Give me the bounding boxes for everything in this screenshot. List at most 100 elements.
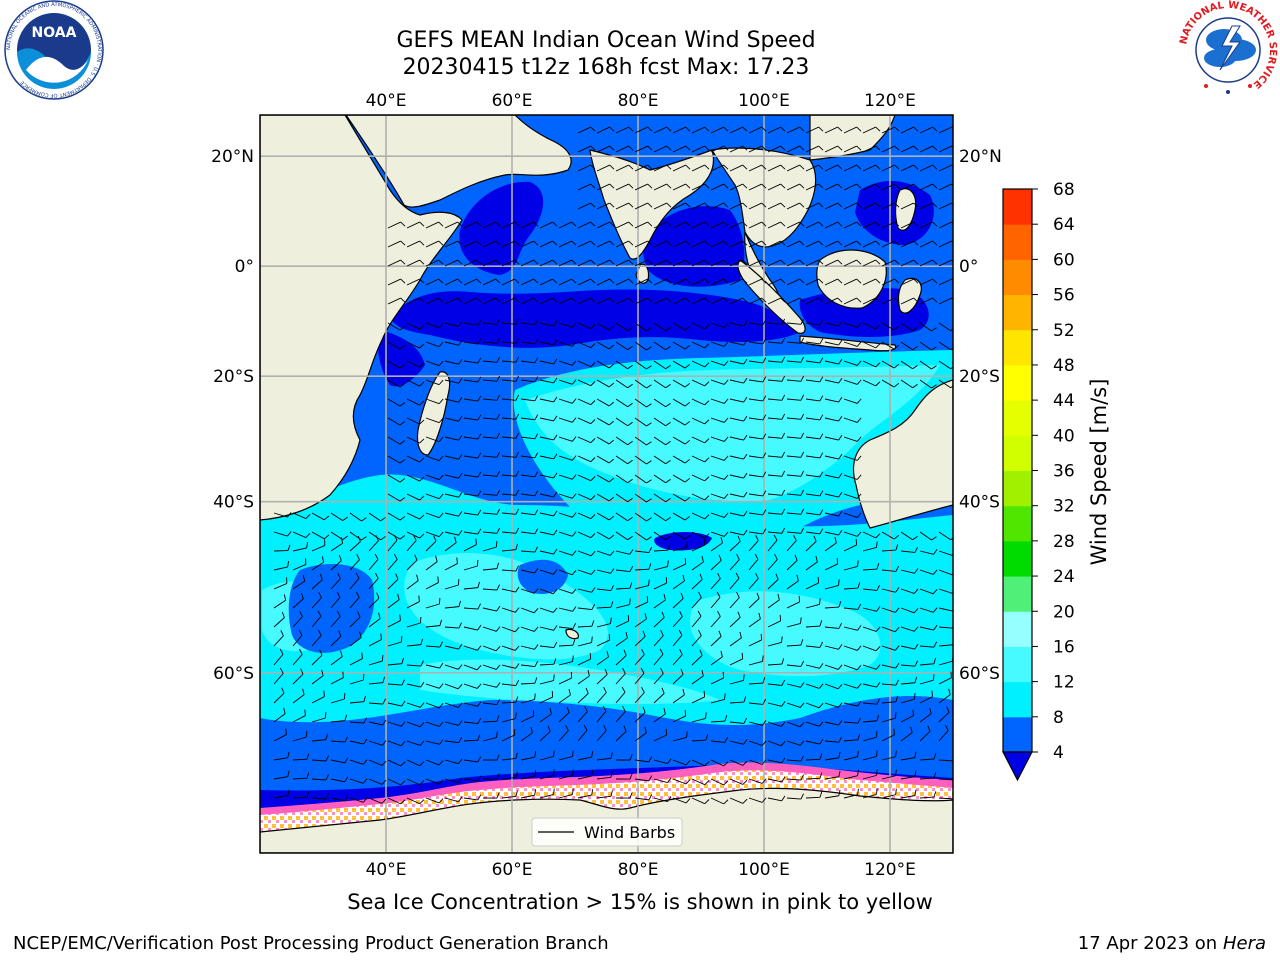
wind-barb bbox=[805, 126, 824, 134]
wind-barb bbox=[406, 221, 425, 229]
noaa-logo-text: NOAA bbox=[32, 25, 77, 41]
wind-barb bbox=[824, 183, 843, 191]
lon-tick-top-1: 60°E bbox=[492, 91, 533, 111]
wind-barb bbox=[672, 455, 691, 464]
wind-barb bbox=[615, 455, 633, 465]
wind-barb bbox=[406, 616, 422, 628]
wind-barb bbox=[463, 319, 482, 326]
wind-barb bbox=[786, 755, 804, 762]
wind-barb bbox=[501, 752, 518, 761]
wind-barb bbox=[691, 734, 709, 742]
wind-barb bbox=[292, 709, 306, 723]
wind-barb bbox=[672, 648, 683, 666]
wind-barb bbox=[577, 512, 596, 520]
wind-barb bbox=[406, 341, 425, 349]
wind-barb bbox=[501, 259, 520, 267]
wind-barb bbox=[672, 797, 691, 804]
wind-barb bbox=[862, 584, 881, 591]
wind-barb bbox=[558, 436, 577, 442]
wind-barb bbox=[710, 554, 722, 571]
wind-barb bbox=[596, 705, 607, 723]
wind-barb bbox=[330, 512, 348, 522]
wind-barb bbox=[501, 645, 520, 651]
wind-barb bbox=[748, 376, 767, 383]
wind-barb bbox=[596, 126, 615, 134]
wind-barb bbox=[482, 278, 501, 286]
wind-barb bbox=[406, 512, 425, 520]
wind-barb bbox=[938, 531, 953, 541]
wind-barb bbox=[539, 750, 555, 761]
wind-barb bbox=[824, 529, 843, 536]
wind-barb bbox=[577, 126, 596, 134]
wind-barb bbox=[615, 202, 634, 210]
wind-barb bbox=[691, 539, 706, 552]
wind-barb bbox=[520, 644, 539, 650]
wind-barb bbox=[805, 395, 824, 402]
wind-barb bbox=[843, 474, 862, 480]
wind-barb bbox=[672, 417, 691, 426]
wind-barb bbox=[843, 700, 862, 707]
wind-barb bbox=[615, 297, 634, 305]
wind-barb bbox=[634, 726, 647, 742]
colorbar-tick-11: 48 bbox=[1053, 356, 1075, 376]
wind-barb bbox=[729, 674, 745, 685]
wind-barb bbox=[881, 607, 900, 613]
wind-barb bbox=[748, 338, 767, 345]
wind-barb bbox=[767, 202, 786, 210]
wind-barb bbox=[881, 240, 900, 248]
wind-barb bbox=[710, 221, 729, 229]
wind-barb bbox=[824, 789, 841, 799]
wind-barb bbox=[520, 751, 537, 761]
wind-barb bbox=[653, 202, 672, 210]
wind-barb bbox=[824, 736, 842, 743]
wind-barb bbox=[862, 240, 881, 248]
wind-barb bbox=[729, 278, 748, 286]
colorbar-segment-9 bbox=[1003, 400, 1032, 436]
wind-barb bbox=[881, 202, 900, 210]
lat-ticks-left: 20°N 0° 20°S 40°S 60°S bbox=[211, 147, 254, 684]
wind-barb bbox=[729, 221, 748, 229]
wind-barb bbox=[634, 756, 653, 763]
wind-barb bbox=[387, 417, 406, 426]
wind-barb bbox=[273, 611, 285, 628]
wind-barb bbox=[577, 379, 596, 387]
wind-barb bbox=[368, 553, 379, 571]
wind-barb bbox=[634, 493, 652, 503]
wind-barb bbox=[843, 512, 862, 518]
wind-barb bbox=[311, 755, 329, 762]
wind-barb bbox=[786, 278, 805, 286]
wind-barb bbox=[748, 221, 767, 229]
wind-barb bbox=[615, 705, 626, 723]
wind-barb bbox=[748, 490, 767, 497]
wind-barb bbox=[577, 604, 596, 610]
wind-barb bbox=[634, 613, 647, 628]
wind-barb bbox=[596, 687, 607, 704]
wind-barb bbox=[729, 164, 748, 172]
wind-barb bbox=[805, 576, 820, 590]
wind-barb bbox=[520, 297, 539, 305]
wind-barb bbox=[900, 240, 919, 248]
wind-barb bbox=[463, 395, 482, 402]
wind-barb bbox=[710, 145, 729, 153]
wind-barb bbox=[938, 671, 952, 685]
wind-barb bbox=[748, 471, 767, 478]
wind-barb bbox=[387, 759, 406, 767]
wind-barb bbox=[748, 183, 767, 191]
land-sulawesi bbox=[897, 277, 922, 314]
wind-barb bbox=[292, 791, 310, 799]
wind-barb bbox=[615, 259, 634, 267]
wind-barb bbox=[672, 436, 691, 445]
wind-barb bbox=[406, 322, 425, 330]
wind-barb bbox=[729, 202, 748, 210]
wind-barb bbox=[292, 541, 309, 552]
wind-barb bbox=[767, 164, 786, 172]
wind-barb bbox=[444, 758, 463, 765]
wind-barb bbox=[805, 791, 823, 799]
wind-barb bbox=[748, 612, 761, 628]
wind-barb bbox=[292, 688, 305, 704]
land-madagascar bbox=[416, 371, 451, 456]
wind-barb bbox=[691, 474, 710, 482]
wind-barb bbox=[577, 636, 593, 647]
wind-barb bbox=[919, 791, 937, 799]
wind-barb bbox=[520, 414, 539, 421]
